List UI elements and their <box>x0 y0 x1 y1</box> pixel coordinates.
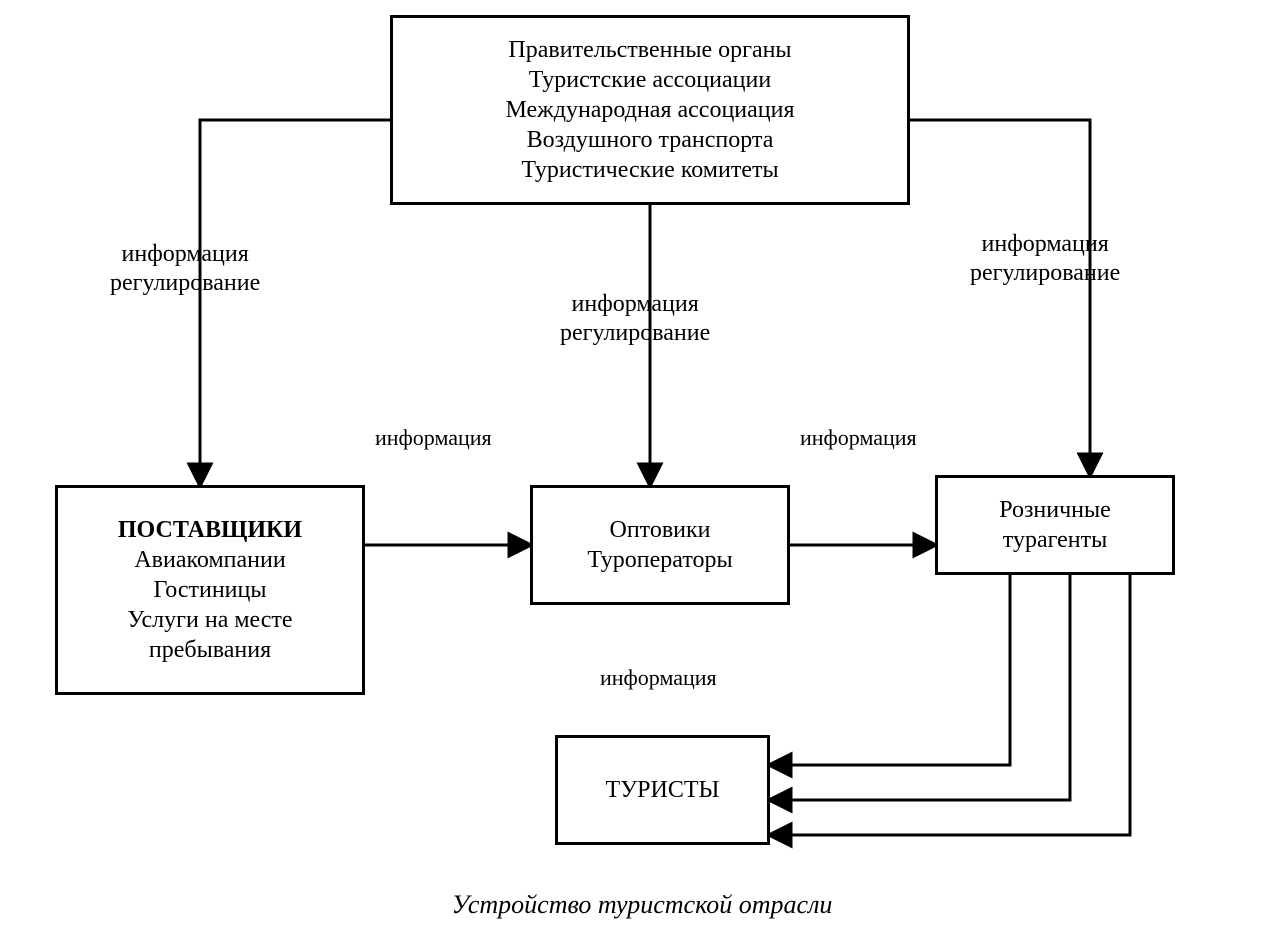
node-line: Туроператоры <box>587 545 732 575</box>
node-line: ТУРИСТЫ <box>606 775 720 805</box>
node-line: турагенты <box>1003 525 1107 555</box>
node-line: Туристические комитеты <box>521 155 778 185</box>
label-info-left: информация <box>375 425 492 451</box>
diagram-caption: Устройство туристской отрасли <box>0 890 1284 920</box>
node-line: пребывания <box>149 635 271 665</box>
node-line: Туристские ассоциации <box>529 65 771 95</box>
edge <box>200 120 390 485</box>
edge <box>910 120 1090 475</box>
edge <box>770 575 1010 765</box>
node-government: Правительственные органыТуристские ассоц… <box>390 15 910 205</box>
node-line: Правительственные органы <box>508 35 791 65</box>
diagram-canvas: Правительственные органыТуристские ассоц… <box>0 0 1284 936</box>
label-info-right: информация <box>800 425 917 451</box>
node-line: Авиакомпании <box>134 545 285 575</box>
node-line: Гостиницы <box>153 575 266 605</box>
label-info-reg-right: информация регулирование <box>970 230 1120 288</box>
node-line: Воздушного транспорта <box>527 125 774 155</box>
node-line: Розничные <box>999 495 1111 525</box>
node-wholesalers: ОптовикиТуроператоры <box>530 485 790 605</box>
node-suppliers: ПОСТАВЩИКИАвиакомпанииГостиницыУслуги на… <box>55 485 365 695</box>
label-info-reg-center: информация регулирование <box>560 290 710 348</box>
node-retail-agents: Розничныетурагенты <box>935 475 1175 575</box>
label-info-reg-left: информация регулирование <box>110 240 260 298</box>
edge <box>770 575 1070 800</box>
edge <box>770 575 1130 835</box>
label-info-bottom: информация <box>600 665 717 691</box>
node-tourists: ТУРИСТЫ <box>555 735 770 845</box>
node-line: Международная ассоциация <box>505 95 794 125</box>
node-line: Оптовики <box>609 515 710 545</box>
node-line: Услуги на месте <box>127 605 292 635</box>
node-title: ПОСТАВЩИКИ <box>118 515 302 545</box>
